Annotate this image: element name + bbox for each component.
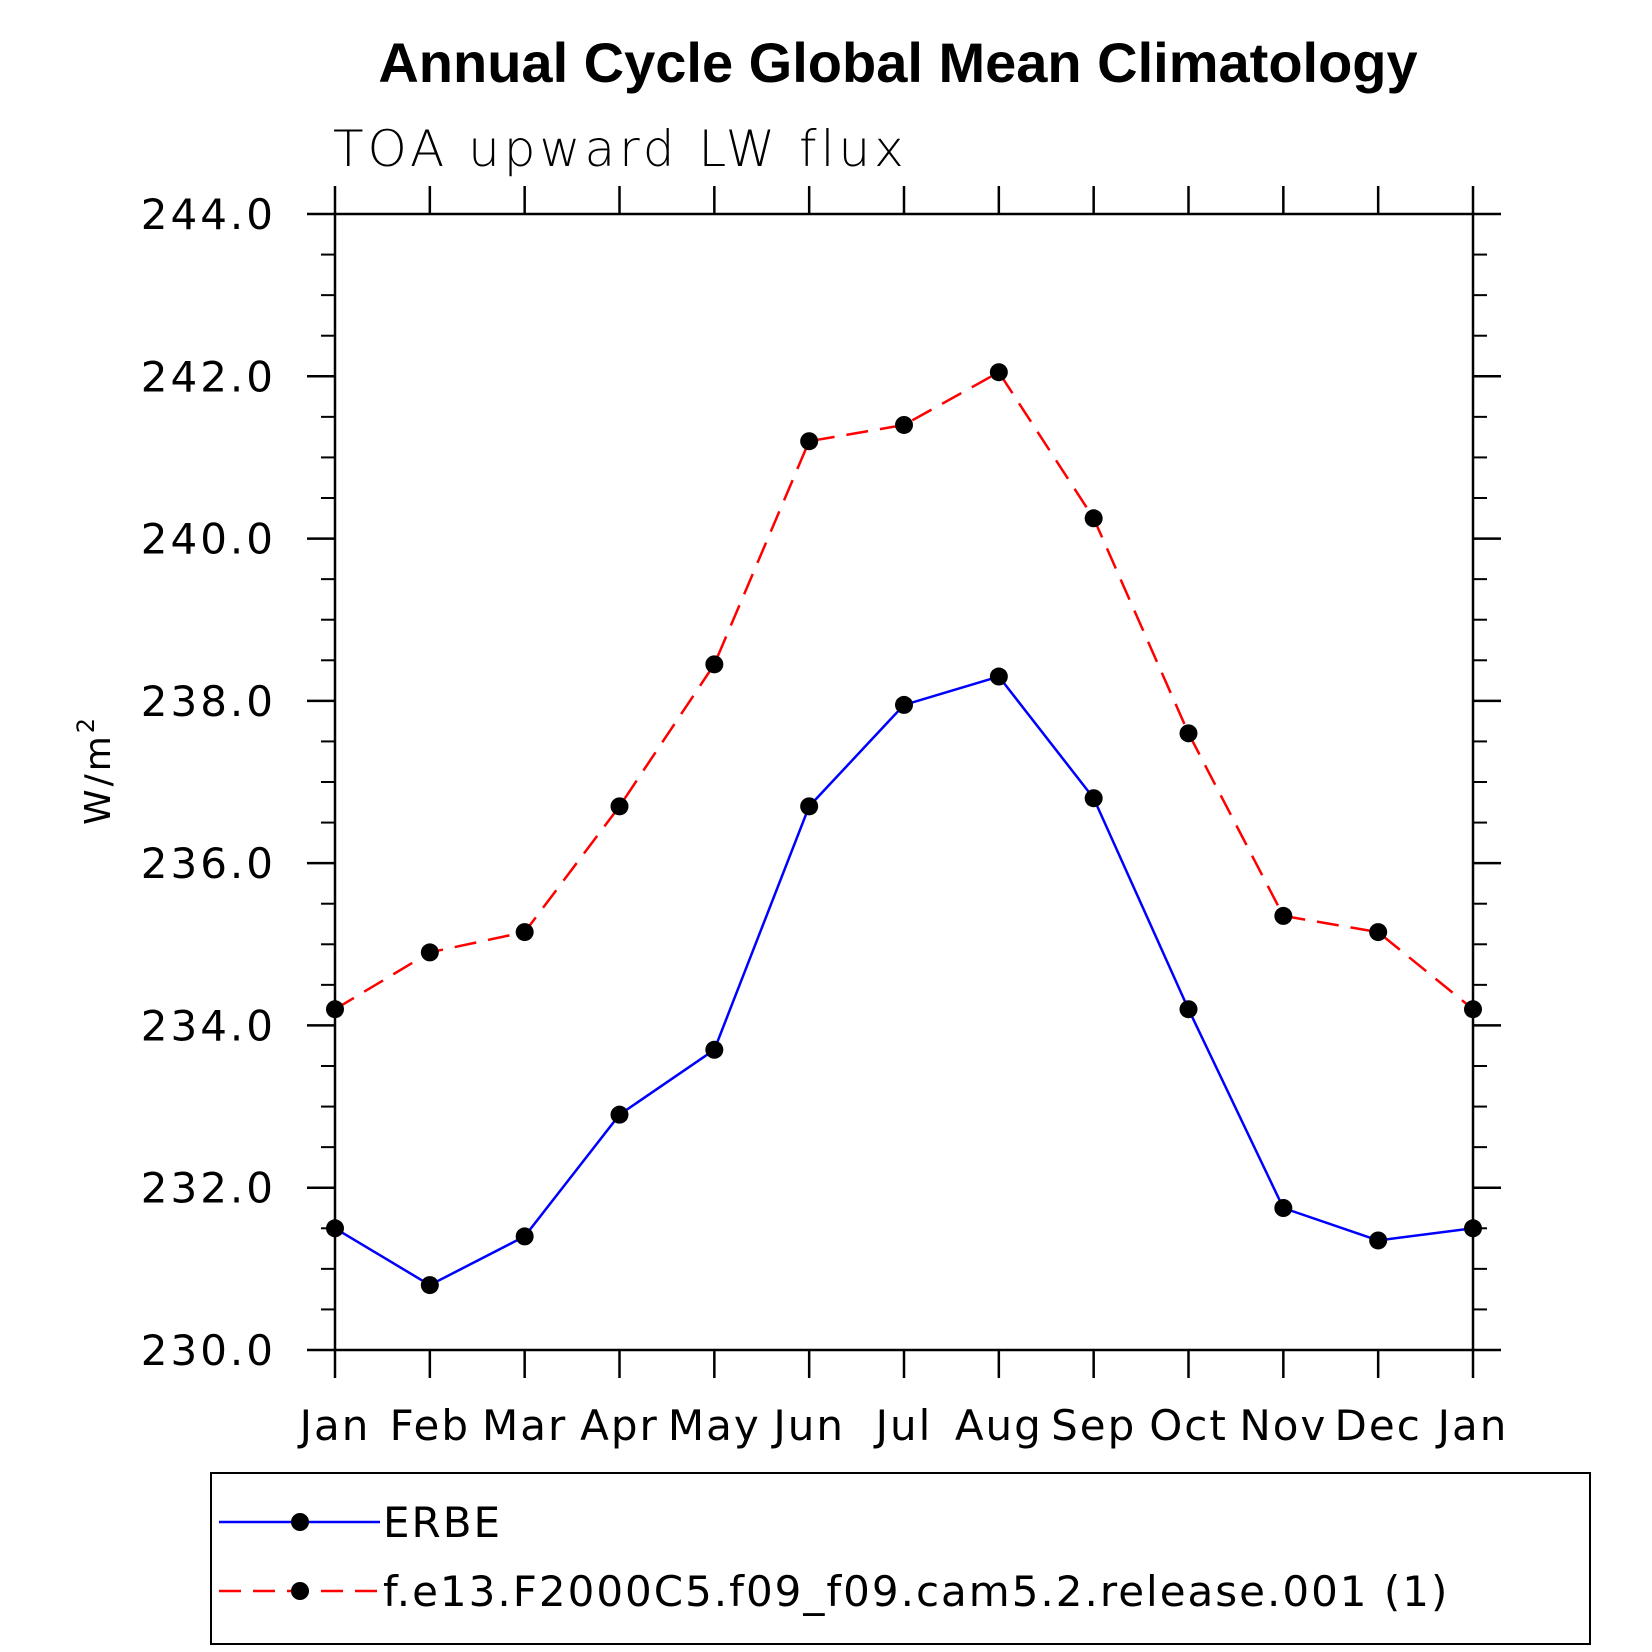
data-point	[1084, 509, 1103, 528]
y-tick-label: 230.0	[141, 1326, 276, 1375]
data-point	[1369, 923, 1388, 942]
y-tick-label: 238.0	[141, 677, 276, 726]
data-point	[1464, 1219, 1482, 1238]
plot-axes: 230.0 232.0 234.0 236.0 238.0 240.0 242.0 244.0…	[141, 186, 1509, 1450]
legend-marker	[291, 1582, 309, 1600]
legend-label: ERBE	[383, 1498, 502, 1547]
data-point	[989, 667, 1008, 686]
x-tick-label: Jan	[1435, 1401, 1509, 1450]
data-point	[705, 1040, 724, 1059]
data-point	[420, 1276, 439, 1295]
data-point	[420, 943, 439, 962]
y-axis-label-text: W/m	[78, 733, 119, 825]
x-tick-label: May	[668, 1401, 761, 1450]
x-tick-label: Sep	[1051, 1401, 1136, 1450]
x-tick-label: Dec	[1335, 1401, 1422, 1450]
x-tick-label: Feb	[390, 1401, 470, 1450]
data-point	[1179, 724, 1198, 743]
data-point	[326, 1000, 344, 1019]
x-tick-label: Jan	[297, 1401, 371, 1450]
y-tick-label: 240.0	[141, 515, 276, 564]
data-point	[705, 655, 724, 674]
data-point	[326, 1219, 344, 1238]
data-point	[1464, 1000, 1482, 1019]
svg-text:W/m2: W/m2	[72, 715, 119, 825]
x-tick-label: Apr	[580, 1401, 659, 1450]
chart-subtitle: TOA upward LW flux	[333, 120, 908, 178]
data-point	[800, 432, 819, 451]
legend-marker	[291, 1513, 309, 1531]
legend-box	[210, 1472, 1591, 1645]
legend-label: f.e13.F2000C5.f09_f09.cam5.2.release.001…	[383, 1567, 1449, 1616]
x-tick-label: Aug	[955, 1401, 1043, 1450]
data-point	[610, 1105, 629, 1124]
y-tick-label: 242.0	[141, 352, 276, 401]
data-point	[989, 363, 1008, 382]
data-point	[1274, 906, 1293, 925]
y-axis-label: W/m2	[72, 715, 119, 825]
data-point	[1179, 1000, 1198, 1019]
data-point	[515, 1227, 534, 1246]
y-tick-label: 244.0	[141, 190, 276, 239]
series-layer	[326, 363, 1482, 1295]
data-point	[895, 695, 913, 714]
chart-title: Annual Cycle Global Mean Climatology	[378, 31, 1417, 94]
x-tick-label: Mar	[482, 1401, 567, 1450]
data-point	[515, 923, 534, 942]
y-tick-label: 232.0	[141, 1164, 276, 1213]
series-line	[334, 370, 1474, 1011]
data-point	[1369, 1231, 1388, 1250]
data-point	[895, 415, 913, 434]
data-point	[1274, 1199, 1293, 1217]
x-tick-label: Jul	[873, 1401, 933, 1450]
x-tick-label: Nov	[1239, 1401, 1327, 1450]
x-tick-label: Jun	[770, 1401, 845, 1450]
data-point	[800, 797, 819, 816]
data-point	[610, 797, 629, 816]
y-tick-label: 236.0	[141, 839, 276, 888]
plot-frame	[333, 212, 1475, 1352]
y-tick-label: 234.0	[141, 1001, 276, 1050]
data-point	[1084, 789, 1103, 808]
y-axis-label-superscript: 2	[72, 715, 100, 733]
series-line	[334, 675, 1474, 1287]
x-tick-label: Oct	[1149, 1401, 1228, 1450]
legend: ERBE f.e13.F2000C5.f09_f09.cam5.2.release…	[210, 1472, 1591, 1645]
